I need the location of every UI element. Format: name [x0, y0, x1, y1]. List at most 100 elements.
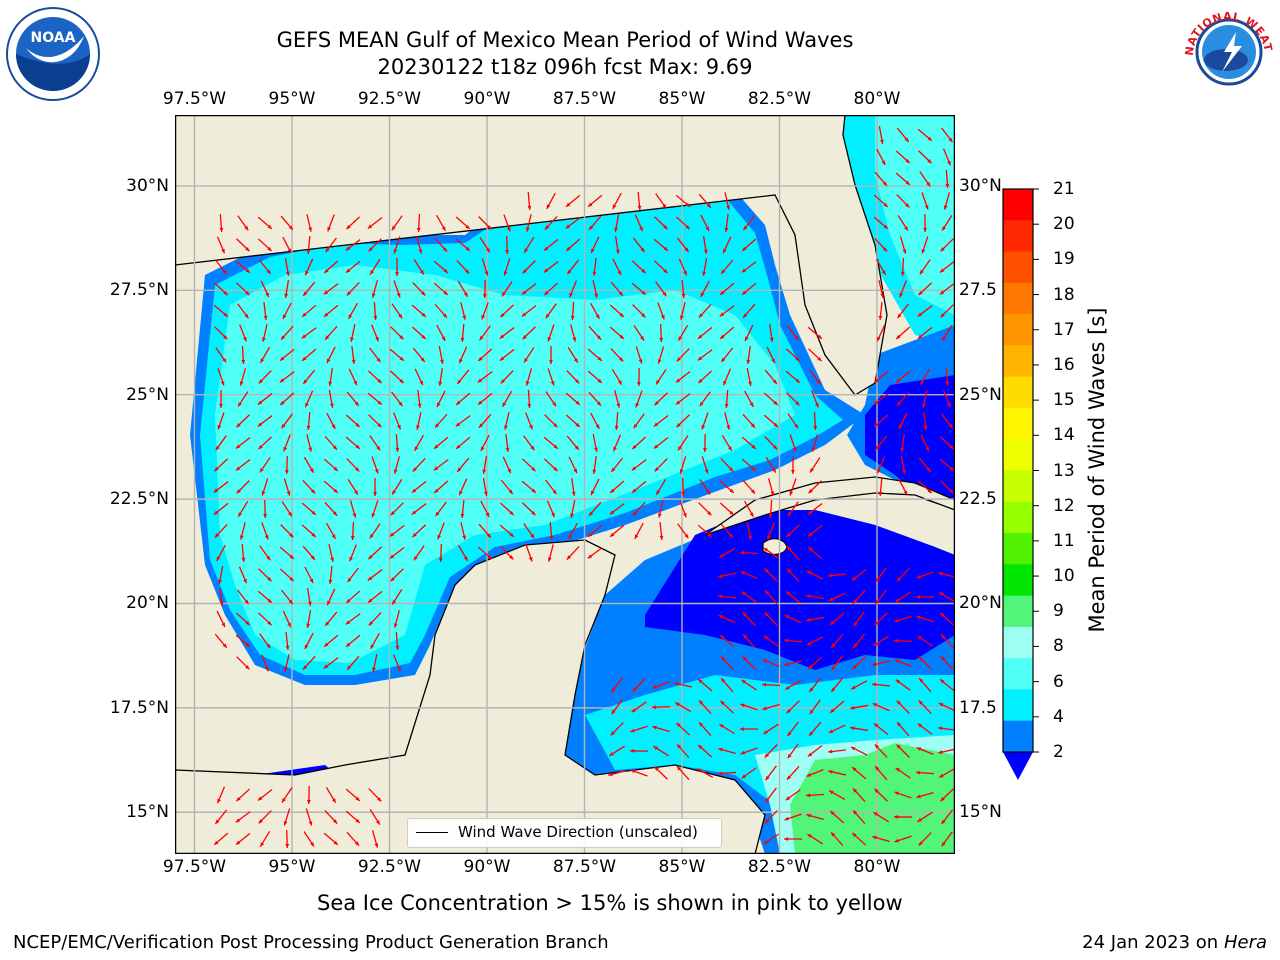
yucatan-landmass [175, 539, 766, 854]
wave-arrow [676, 237, 690, 253]
wave-arrow [896, 721, 910, 737]
wave-arrow [631, 436, 647, 450]
wave-arrow [592, 434, 598, 452]
lon-tick-bottom: 85°W [658, 857, 706, 877]
wave-arrow [809, 369, 821, 385]
wave-arrow [436, 390, 446, 408]
wave-arrow [525, 214, 532, 232]
legend-line-sample [416, 832, 448, 833]
wave-arrow [765, 457, 777, 473]
wave-arrow [412, 347, 426, 363]
wave-arrow [632, 677, 646, 693]
wave-arrow [324, 501, 338, 517]
wave-arrow [831, 655, 843, 671]
wave-arrow [460, 522, 466, 540]
wave-arrow [323, 260, 339, 274]
colorbar-label: 8 [1053, 636, 1064, 657]
colorbar-bin [1003, 689, 1033, 722]
wave-arrow [323, 283, 339, 295]
wave-arrow [481, 258, 489, 276]
wave-arrow [592, 455, 597, 475]
colorbar-bin [1003, 720, 1033, 753]
wave-arrow [587, 547, 603, 559]
wave-arrow [505, 235, 510, 255]
wave-arrow [257, 788, 273, 802]
wave-arrow [523, 347, 535, 363]
wave-arrow [614, 411, 619, 431]
wave-arrow [873, 414, 889, 428]
wave-arrow [565, 392, 581, 406]
wave-arrow [768, 478, 775, 496]
wave-arrow [698, 721, 712, 737]
wave-arrow [893, 638, 913, 643]
wave-arrow [434, 413, 448, 429]
wave-arrow [701, 456, 709, 474]
wave-arrow [698, 699, 712, 715]
wave-arrow [609, 503, 625, 515]
wave-arrow [390, 326, 404, 340]
wave-arrow [940, 655, 954, 671]
footer-date: 24 Jan 2023 on Hera [1082, 932, 1267, 953]
wave-arrow [785, 789, 801, 801]
wave-arrow [937, 726, 955, 731]
wave-arrow [806, 616, 824, 622]
wave-arrow [368, 612, 382, 626]
wave-arrow [873, 393, 889, 405]
wave-arrow [279, 371, 295, 383]
wave-arrow [525, 412, 533, 430]
wave-arrow [897, 303, 909, 319]
wave-arrow [765, 787, 777, 803]
wave-arrow [632, 501, 646, 517]
wave-arrow [719, 502, 735, 516]
wave-arrow [720, 700, 734, 714]
wave-arrow [653, 745, 669, 757]
wave-arrow [437, 522, 445, 540]
wave-arrow [414, 368, 424, 386]
wave-arrow [811, 434, 819, 452]
wave-arrow [652, 681, 670, 689]
wave-arrow [918, 832, 932, 846]
wave-arrow [258, 810, 272, 824]
wave-arrow [393, 280, 401, 298]
wave-arrow [214, 523, 228, 539]
wave-arrow [806, 570, 824, 580]
wave-arrow [874, 171, 888, 187]
wave-arrow [219, 389, 223, 409]
wave-arrow [809, 457, 821, 473]
wave-arrow [302, 479, 316, 495]
map-frame [175, 115, 955, 854]
wave-arrow [260, 280, 270, 298]
colorbar-label: 13 [1053, 460, 1075, 481]
wave-arrow [478, 523, 492, 539]
wave-arrow [590, 412, 600, 430]
wave-arrow [917, 282, 933, 296]
wave-arrow [345, 436, 361, 450]
wave-arrow [391, 589, 403, 605]
wave-arrow [806, 636, 824, 646]
wave-arrow [696, 768, 714, 778]
wave-arrow [784, 679, 802, 691]
wave-arrow [633, 325, 645, 341]
wave-arrow [368, 238, 382, 252]
wave-arrow [917, 723, 933, 735]
wave-arrow [549, 521, 554, 541]
wave-arrow [438, 543, 443, 563]
wave-arrow [659, 521, 664, 541]
colorbar-bin [1003, 658, 1033, 690]
wave-arrow [236, 238, 250, 252]
wave-arrow [436, 324, 446, 342]
wave-arrow [325, 237, 337, 253]
wave-arrow [480, 434, 490, 452]
wave-arrow [741, 238, 757, 252]
colorbar-label: 14 [1053, 425, 1075, 446]
wave-arrow [632, 304, 646, 318]
lat-tick-left: 27.5°N [109, 280, 169, 301]
wave-arrow [894, 615, 912, 623]
wave-arrow [681, 279, 686, 299]
wave-arrow [479, 325, 491, 341]
wave-arrow [411, 503, 427, 515]
wave-arrow [765, 765, 777, 781]
wave-arrow [457, 280, 469, 298]
wave-arrow [302, 281, 316, 297]
wave-arrow [787, 743, 799, 759]
